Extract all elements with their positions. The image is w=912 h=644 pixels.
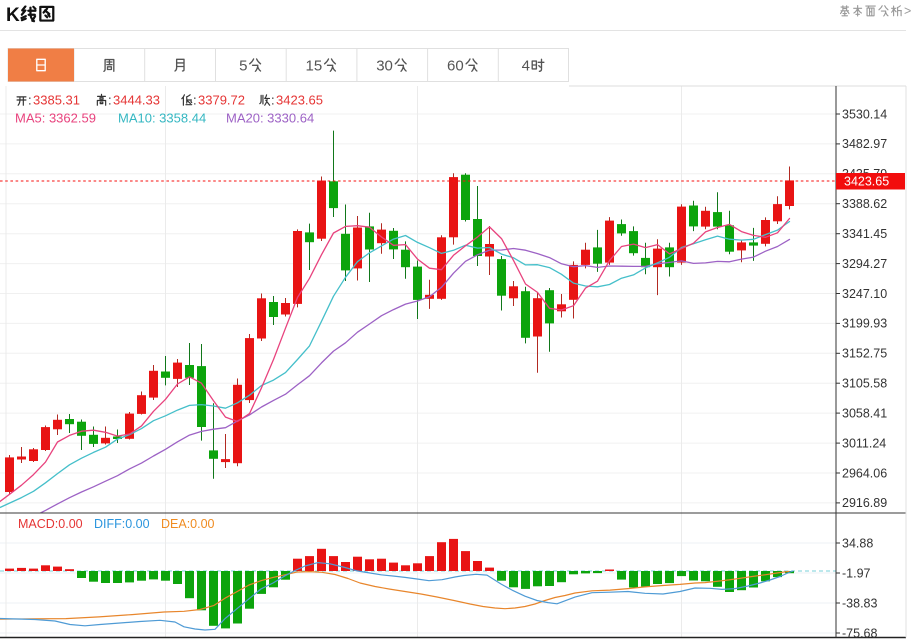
svg-text:-75.68: -75.68	[842, 626, 877, 640]
svg-text:3011.24: 3011.24	[842, 436, 886, 450]
svg-text:>: >	[904, 4, 911, 18]
svg-text:-38.83: -38.83	[842, 596, 877, 610]
svg-text:DIFF:0.00: DIFF:0.00	[94, 517, 150, 531]
svg-text:3294.27: 3294.27	[842, 257, 887, 271]
svg-text:3341.45: 3341.45	[842, 227, 887, 241]
svg-text:3423.65: 3423.65	[844, 175, 889, 189]
svg-text:MA10: 3358.44: MA10: 3358.44	[118, 111, 206, 126]
svg-text:3444.33: 3444.33	[113, 93, 160, 108]
svg-text:3385.31: 3385.31	[33, 93, 80, 108]
svg-text:3247.10: 3247.10	[842, 287, 887, 301]
svg-text::: :	[193, 93, 197, 108]
svg-text:MA20: 3330.64: MA20: 3330.64	[226, 111, 314, 126]
svg-text:2964.06: 2964.06	[842, 466, 887, 480]
svg-text:-1.97: -1.97	[842, 566, 871, 580]
svg-text:30: 30	[376, 58, 393, 75]
svg-text:15: 15	[306, 58, 323, 75]
svg-text:DEA:0.00: DEA:0.00	[161, 517, 215, 531]
svg-text:MACD:0.00: MACD:0.00	[18, 517, 83, 531]
svg-text:3379.72: 3379.72	[198, 93, 245, 108]
svg-text:3199.93: 3199.93	[842, 317, 887, 331]
svg-text:4: 4	[522, 58, 530, 75]
svg-text::: :	[28, 93, 32, 108]
svg-text:3058.41: 3058.41	[842, 406, 887, 420]
svg-text::: :	[108, 93, 112, 108]
svg-text:MA5: 3362.59: MA5: 3362.59	[15, 111, 96, 126]
svg-text:60: 60	[447, 58, 464, 75]
svg-text:3105.58: 3105.58	[842, 377, 887, 391]
svg-text:3152.75: 3152.75	[842, 347, 887, 361]
svg-text:K: K	[6, 5, 20, 26]
svg-text:3388.62: 3388.62	[842, 197, 887, 211]
svg-text:5: 5	[239, 58, 247, 75]
svg-text:34.88: 34.88	[842, 536, 873, 550]
svg-text:2916.89: 2916.89	[842, 496, 887, 510]
svg-text:3423.65: 3423.65	[276, 93, 323, 108]
svg-text:3530.14: 3530.14	[842, 107, 887, 121]
svg-text::: :	[271, 93, 275, 108]
svg-text:3482.97: 3482.97	[842, 137, 887, 151]
